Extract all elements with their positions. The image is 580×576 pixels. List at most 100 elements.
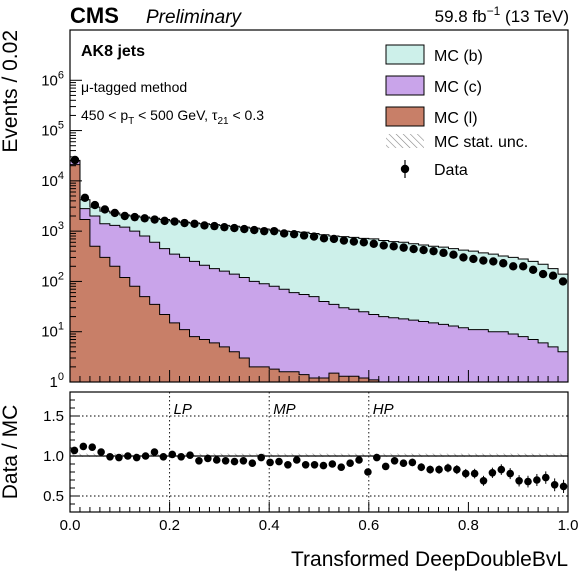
data-point <box>429 246 438 256</box>
data-point <box>538 269 548 279</box>
ratio-y-axis-title: Data / MC <box>0 405 22 500</box>
ratio-point <box>399 459 408 468</box>
legend-label-data: Data <box>434 162 468 179</box>
working-point-label: LP <box>174 401 192 418</box>
ratio-point <box>186 451 194 460</box>
data-point <box>130 212 139 222</box>
ratio-point <box>435 465 443 474</box>
experiment-label: CMS <box>70 3 119 28</box>
ratio-point <box>141 452 150 460</box>
ratio-point <box>301 461 310 469</box>
jet-collection-label: AK8 jets <box>81 43 145 60</box>
ratio-point <box>239 457 248 465</box>
data-point <box>190 219 199 228</box>
ratio-point <box>533 476 541 484</box>
data-point <box>110 208 120 218</box>
ratio-point <box>479 477 488 485</box>
ratio-point <box>497 465 506 474</box>
working-point-lines: LP MP HP <box>169 392 394 512</box>
ratio-point <box>159 453 168 461</box>
data-point <box>479 256 488 265</box>
data-point <box>309 232 319 241</box>
data-point <box>349 237 359 246</box>
ratio-y-tick-label: 1.0 <box>43 448 64 465</box>
main-histogram-panel: 10 101 102 103 104 105 106 Events / 0.02 AK8 j… <box>0 29 569 391</box>
data-point <box>399 243 408 252</box>
data-points <box>70 155 568 286</box>
legend-label-mc-c: MC (c) <box>434 79 482 96</box>
legend-swatch-mc-l <box>385 106 425 127</box>
data-point <box>100 205 110 214</box>
ratio-point <box>453 465 461 474</box>
stat-unc-band <box>70 453 568 457</box>
y-tick-label: 104 <box>41 170 64 190</box>
legend-label-mc-b: MC (b) <box>434 48 483 65</box>
ratio-point <box>444 464 452 472</box>
y-tick-label: 10 <box>50 371 64 391</box>
ratio-point <box>150 448 159 456</box>
x-tick-label: 0.6 <box>358 517 379 534</box>
data-point <box>220 222 229 232</box>
legend-label-stat-unc: MC stat. unc. <box>434 134 528 151</box>
ratio-point <box>248 459 257 468</box>
stack-layer-mc-l <box>70 164 568 382</box>
data-point <box>469 254 478 264</box>
data-point <box>419 245 428 255</box>
data-point <box>499 259 508 268</box>
data-point <box>439 248 448 258</box>
ratio-point <box>195 457 203 465</box>
data-point <box>379 241 388 250</box>
selection-cuts-label: 450 < pT < 500 GeV, τ21 < 0.3 <box>81 107 264 127</box>
data-point <box>140 214 149 223</box>
ratio-point <box>408 458 417 467</box>
ratio-point <box>328 460 337 468</box>
data-point <box>210 221 219 231</box>
legend: MC (b) MC (c) MC (l) MC stat. unc. Data <box>385 44 528 179</box>
data-point <box>548 271 558 280</box>
ratio-point <box>550 481 559 489</box>
x-tick-label: 0.2 <box>159 517 180 534</box>
data-point <box>369 239 378 249</box>
ratio-point <box>373 453 381 462</box>
data-point <box>489 257 498 266</box>
ratio-point <box>88 443 97 452</box>
ratio-point <box>470 469 479 478</box>
ratio-point <box>257 453 265 462</box>
data-point <box>200 221 209 230</box>
ratio-point <box>168 450 177 459</box>
data-point <box>359 238 369 247</box>
x-tick-label: 1.0 <box>558 517 579 534</box>
ratio-point <box>292 456 301 464</box>
ratio-points <box>70 442 568 494</box>
ratio-point <box>106 453 114 461</box>
data-point <box>160 216 169 226</box>
y-tick-label: 106 <box>41 69 64 89</box>
data-point <box>230 223 239 233</box>
legend-swatch-stat-unc <box>386 134 424 148</box>
ratio-frame <box>69 391 569 513</box>
ratio-axis-ticks: 0.5 1.0 1.5 0.0 0.2 0.4 0.6 0.8 1.0 <box>43 399 579 534</box>
data-point <box>449 250 458 259</box>
data-point <box>180 218 189 228</box>
ratio-point <box>177 453 185 461</box>
data-point <box>279 229 289 238</box>
legend-swatch-mc-c <box>385 75 425 96</box>
ratio-point <box>97 448 105 456</box>
data-point <box>289 229 299 239</box>
ratio-stat-band <box>70 453 568 457</box>
ratio-point <box>515 477 523 485</box>
ratio-point <box>381 462 390 471</box>
data-point <box>339 236 349 245</box>
y-tick-label: 105 <box>41 120 64 140</box>
data-point <box>250 225 259 235</box>
data-point <box>329 234 339 244</box>
ratio-point <box>230 457 239 466</box>
ratio-point <box>524 477 532 486</box>
ratio-point <box>266 458 274 467</box>
ratio-point <box>417 463 426 472</box>
ratio-point <box>426 465 434 474</box>
ratio-point <box>319 461 328 470</box>
ratio-point <box>132 453 141 462</box>
ratio-point <box>364 468 372 476</box>
method-label: μ-tagged method <box>81 79 187 95</box>
